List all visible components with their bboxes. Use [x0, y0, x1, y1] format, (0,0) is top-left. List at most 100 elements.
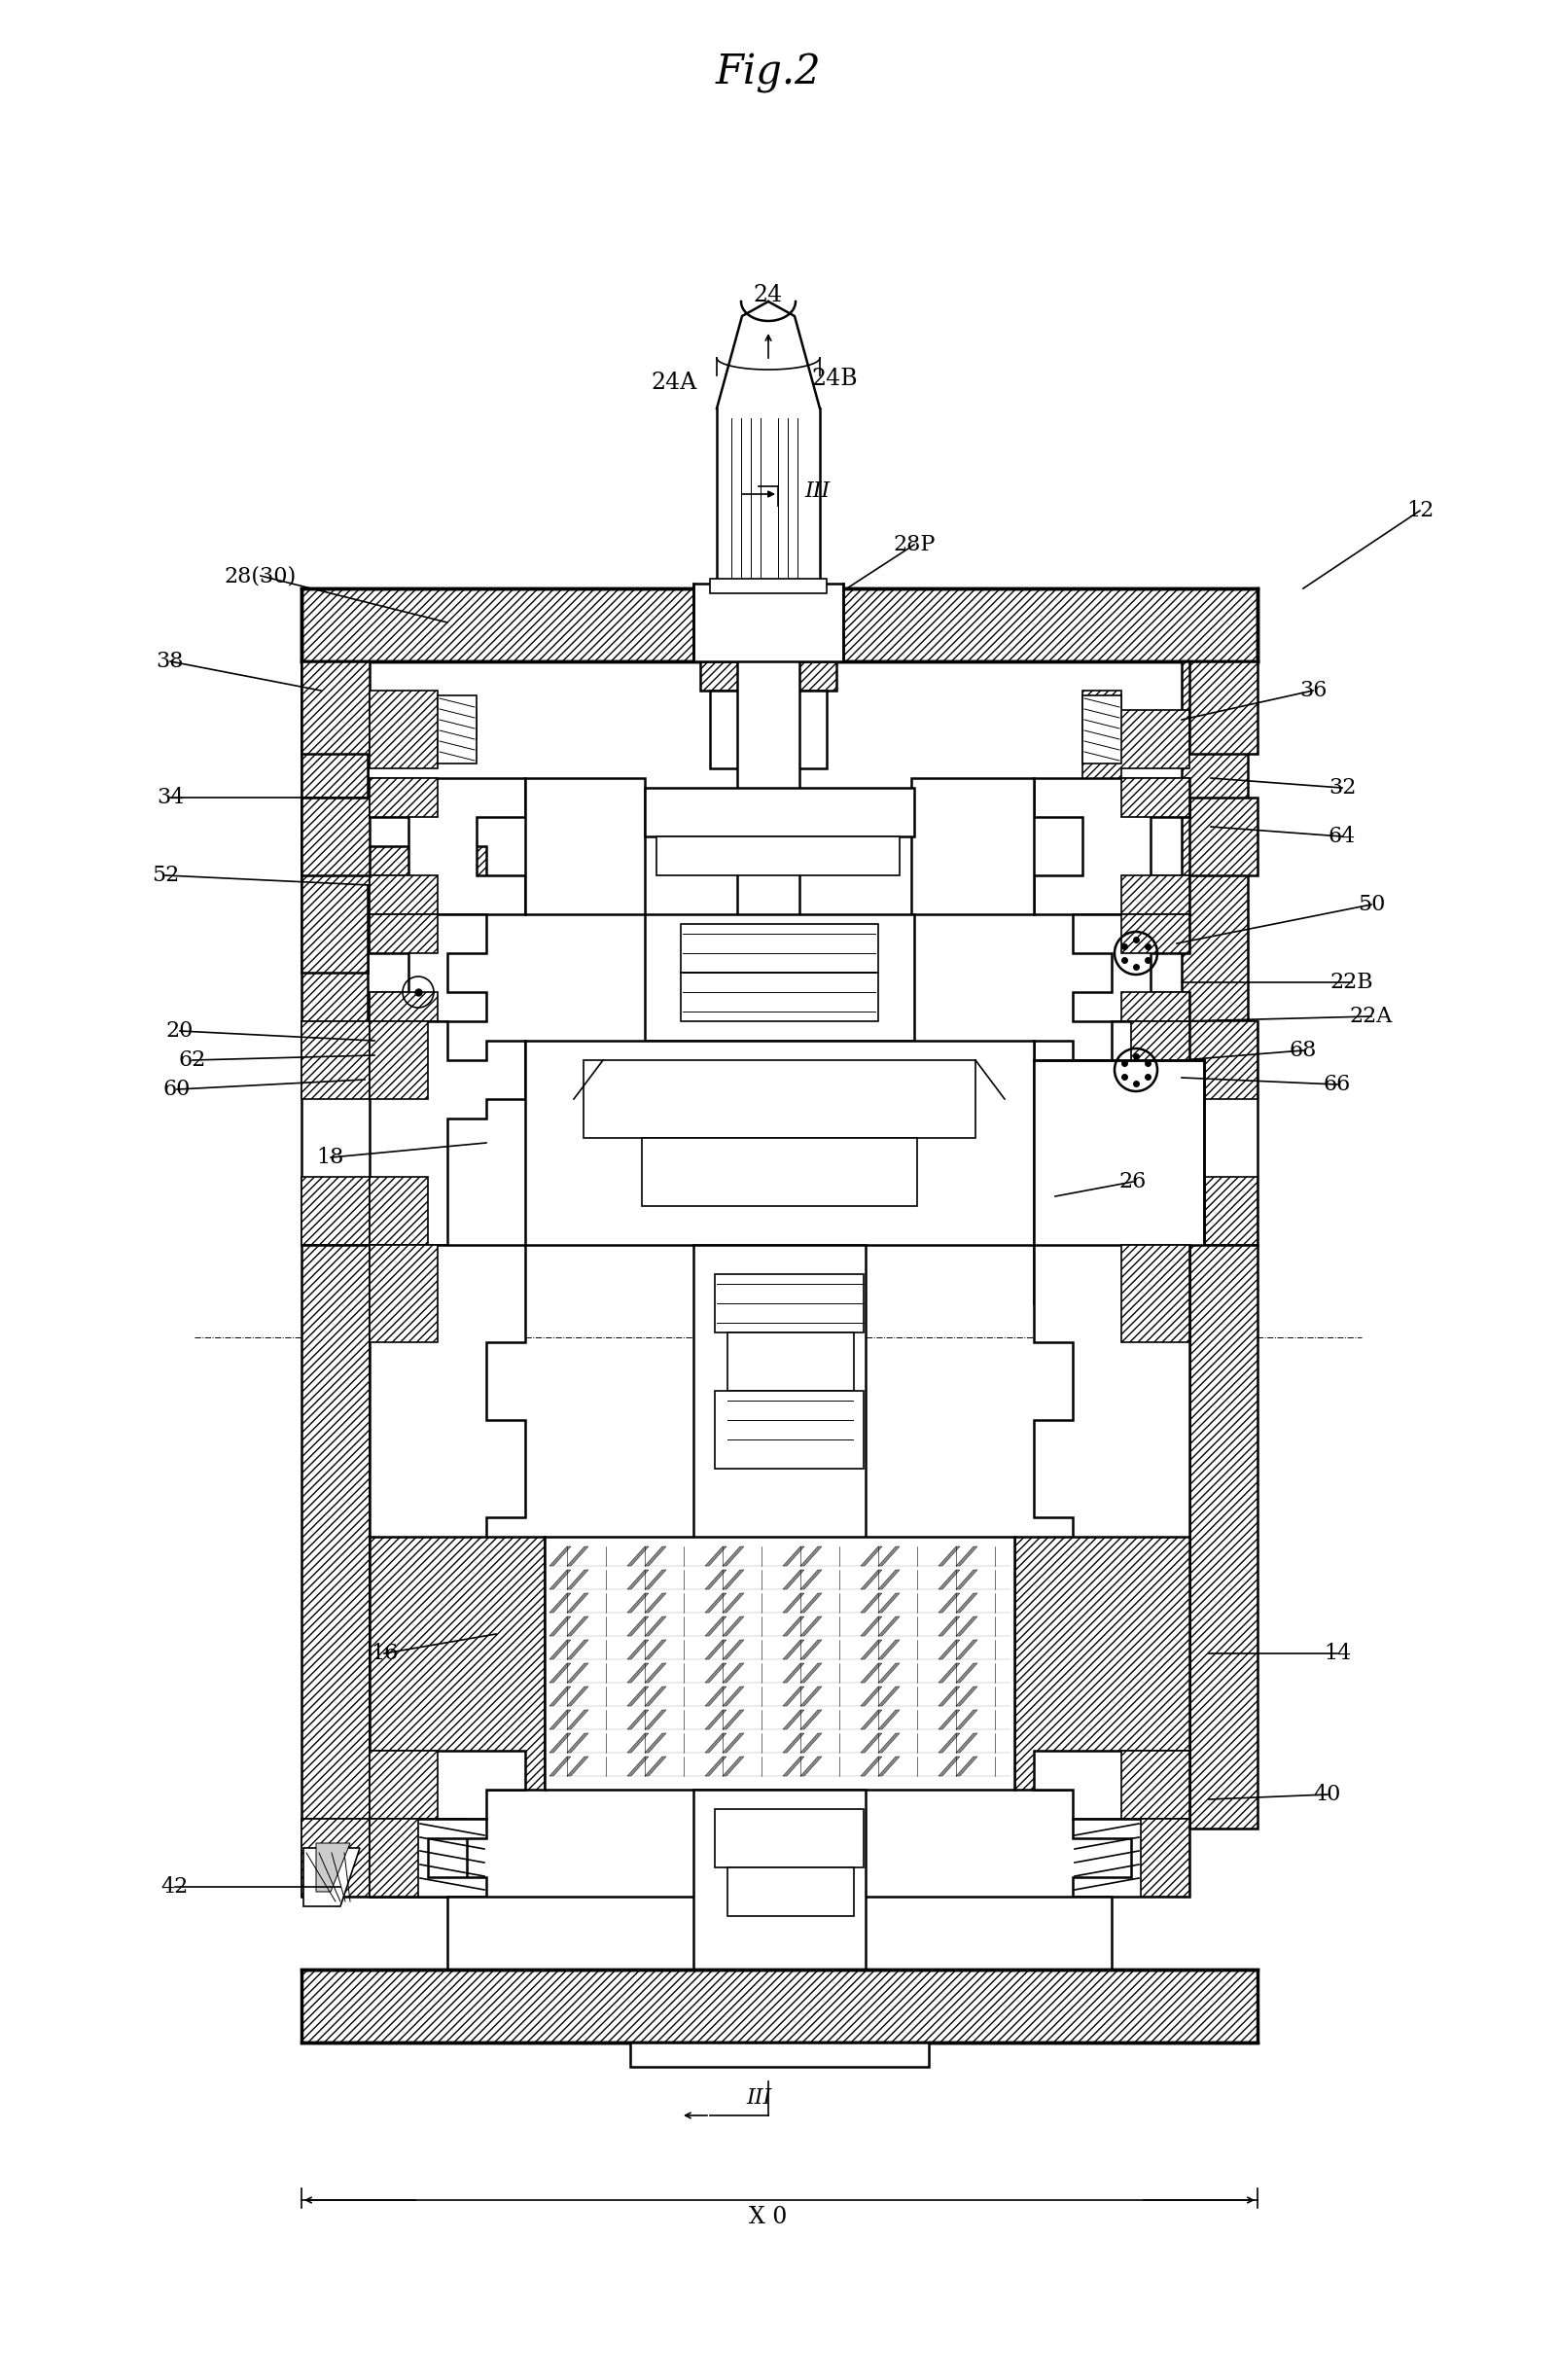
- Polygon shape: [301, 1176, 369, 1245]
- Text: 40: 40: [1314, 1783, 1341, 1804]
- Polygon shape: [800, 1664, 822, 1683]
- Polygon shape: [956, 1571, 977, 1590]
- Polygon shape: [369, 914, 486, 1021]
- Polygon shape: [301, 797, 486, 973]
- Polygon shape: [1121, 992, 1190, 1021]
- Polygon shape: [783, 1664, 804, 1683]
- Bar: [681, 973, 878, 1021]
- Polygon shape: [800, 1547, 822, 1566]
- Bar: [1034, 1059, 1204, 1304]
- Polygon shape: [800, 1616, 822, 1635]
- Bar: [709, 578, 826, 593]
- Polygon shape: [705, 1709, 726, 1730]
- Text: III: III: [804, 481, 829, 502]
- Polygon shape: [1034, 1752, 1190, 1818]
- Polygon shape: [369, 1245, 438, 1342]
- Polygon shape: [723, 1733, 744, 1752]
- Text: X 0: X 0: [750, 2206, 787, 2228]
- Polygon shape: [627, 1640, 649, 1659]
- Text: 24B: 24B: [811, 369, 857, 390]
- Polygon shape: [369, 992, 438, 1021]
- Polygon shape: [878, 1616, 900, 1635]
- Polygon shape: [1034, 1021, 1190, 1245]
- Polygon shape: [549, 1547, 571, 1566]
- Polygon shape: [304, 1847, 360, 1906]
- Polygon shape: [369, 1245, 525, 1752]
- Text: 24: 24: [753, 283, 783, 307]
- Polygon shape: [627, 1733, 649, 1752]
- Polygon shape: [956, 1592, 977, 1614]
- Polygon shape: [939, 1592, 960, 1614]
- Polygon shape: [939, 1687, 960, 1706]
- Bar: [525, 778, 645, 914]
- Bar: [694, 1790, 865, 1994]
- Polygon shape: [705, 1616, 726, 1635]
- Text: 32: 32: [1328, 778, 1356, 800]
- Polygon shape: [956, 1616, 977, 1635]
- Polygon shape: [939, 1733, 960, 1752]
- Polygon shape: [549, 1687, 571, 1706]
- Polygon shape: [878, 1571, 900, 1590]
- Text: 42: 42: [161, 1875, 189, 1897]
- Polygon shape: [705, 1571, 726, 1590]
- Bar: [700, 662, 836, 690]
- Polygon shape: [956, 1733, 977, 1752]
- Bar: [1190, 1245, 1258, 1828]
- Bar: [716, 1809, 864, 1868]
- Polygon shape: [369, 1818, 418, 1897]
- Polygon shape: [1073, 1818, 1190, 1897]
- Polygon shape: [369, 1752, 525, 1818]
- Polygon shape: [567, 1616, 588, 1635]
- Polygon shape: [645, 1616, 666, 1635]
- Bar: [301, 662, 369, 754]
- Polygon shape: [878, 1592, 900, 1614]
- Polygon shape: [627, 1592, 649, 1614]
- Polygon shape: [861, 1733, 882, 1752]
- Text: 62: 62: [179, 1050, 206, 1071]
- Text: 28P: 28P: [893, 533, 935, 555]
- Polygon shape: [567, 1640, 588, 1659]
- Polygon shape: [301, 1818, 369, 1897]
- Bar: [737, 588, 800, 1171]
- Text: 36: 36: [1299, 681, 1327, 702]
- Polygon shape: [783, 1592, 804, 1614]
- Polygon shape: [956, 1664, 977, 1683]
- Bar: [301, 797, 369, 876]
- Polygon shape: [705, 1547, 726, 1566]
- Bar: [912, 778, 1034, 914]
- Polygon shape: [369, 1021, 427, 1100]
- Polygon shape: [723, 1664, 744, 1683]
- Polygon shape: [783, 1709, 804, 1730]
- Bar: [642, 1138, 917, 1207]
- Polygon shape: [645, 1592, 666, 1614]
- Bar: [630, 2042, 929, 2066]
- Polygon shape: [783, 1756, 804, 1775]
- Polygon shape: [878, 1687, 900, 1706]
- Polygon shape: [645, 1756, 666, 1775]
- Polygon shape: [645, 1664, 666, 1683]
- Polygon shape: [723, 1640, 744, 1659]
- Bar: [301, 662, 368, 1071]
- Polygon shape: [645, 1733, 666, 1752]
- Polygon shape: [549, 1733, 571, 1752]
- Polygon shape: [627, 1664, 649, 1683]
- Polygon shape: [1121, 778, 1190, 816]
- Polygon shape: [301, 1021, 427, 1245]
- Polygon shape: [705, 1756, 726, 1775]
- Bar: [301, 1818, 466, 1897]
- Bar: [583, 1059, 976, 1138]
- Polygon shape: [861, 1640, 882, 1659]
- Bar: [709, 690, 826, 769]
- Polygon shape: [567, 1733, 588, 1752]
- Polygon shape: [645, 1547, 666, 1566]
- Polygon shape: [438, 695, 477, 764]
- Polygon shape: [549, 1664, 571, 1683]
- Polygon shape: [939, 1709, 960, 1730]
- Text: 24A: 24A: [652, 371, 697, 393]
- Polygon shape: [567, 1571, 588, 1590]
- Polygon shape: [627, 1756, 649, 1775]
- Polygon shape: [369, 1021, 525, 1245]
- Polygon shape: [369, 778, 438, 816]
- Polygon shape: [549, 1616, 571, 1635]
- Polygon shape: [939, 1547, 960, 1566]
